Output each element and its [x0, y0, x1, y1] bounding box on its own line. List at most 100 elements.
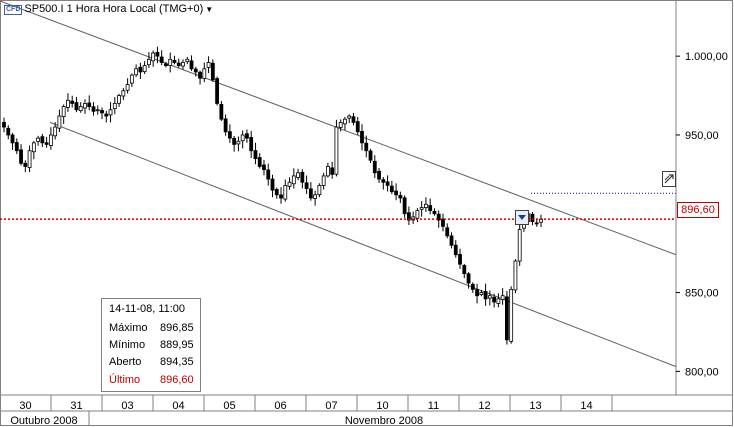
candle-body [347, 115, 352, 119]
candle-body [475, 289, 479, 297]
candle-body [44, 142, 49, 145]
candle-body [402, 197, 407, 215]
candle-body [517, 229, 522, 262]
candle-body [343, 118, 347, 125]
x-tick-label: 07 [325, 400, 337, 412]
candle-body [129, 74, 134, 84]
ohlc-datetime: 14-11-08, 11:00 [109, 303, 186, 315]
candle-body [394, 190, 398, 196]
candle-body [151, 52, 156, 62]
ohlc-info-box: 14-11-08, 11:00 Máximo 896,85 Mínimo 889,9… [101, 298, 201, 392]
candle-body [428, 205, 433, 212]
candle-body [321, 175, 326, 186]
candle-body [112, 103, 117, 110]
candle-body [202, 68, 207, 79]
candle-body [83, 103, 87, 109]
trade-marker-icon[interactable] [515, 210, 529, 225]
candle-body [424, 203, 428, 209]
candle-body [479, 292, 484, 295]
candle-body [334, 126, 339, 175]
channel-lower-line [49, 121, 677, 368]
candle-body [172, 60, 177, 63]
candle-body [10, 134, 15, 144]
candle-body [466, 273, 471, 284]
ohlc-open-row: Aberto 894,35 [109, 356, 194, 368]
candle-body [14, 142, 19, 152]
ohlc-last-row: Último 896,60 [109, 374, 194, 386]
candle-body [381, 179, 386, 183]
candle-body [193, 68, 198, 73]
candle-body [274, 189, 279, 196]
candle-body [308, 188, 313, 199]
candle-body [419, 207, 424, 210]
ohlc-max-value: 896,85 [160, 322, 194, 334]
candle-body [125, 84, 130, 91]
candle-body [360, 131, 364, 144]
chevron-down-icon[interactable]: ▼ [205, 5, 214, 14]
x-month-label: Novembro 2008 [345, 415, 423, 427]
period-label: 1 Hora [66, 3, 100, 15]
candle-body [66, 99, 70, 108]
candle-body [249, 137, 254, 152]
x-month-label: Outubro 2008 [10, 415, 77, 427]
x-tick-label: 06 [274, 400, 286, 412]
candle-body [377, 170, 381, 180]
candle-body [355, 121, 360, 133]
cfd-badge: CFD [4, 4, 23, 15]
candle-body [441, 218, 445, 227]
x-tick-label: 03 [121, 400, 133, 412]
candle-body [232, 137, 237, 145]
candle-body [372, 160, 377, 174]
candle-body [91, 106, 96, 112]
candle-body [296, 172, 300, 178]
candle-body [351, 116, 356, 123]
candle-body [283, 184, 288, 200]
candle-body [87, 102, 92, 107]
candle-body [385, 181, 390, 186]
y-tick-label: 1.000,00 [685, 51, 728, 63]
candle-body [432, 211, 437, 215]
candle-body [462, 265, 467, 275]
last-price-tag: 896,60 [677, 202, 719, 218]
candle-body [117, 95, 121, 104]
candle-body [147, 58, 151, 66]
candle-body [338, 121, 343, 128]
candle-body [291, 175, 296, 185]
instrument-name: SP500.I [24, 3, 64, 15]
candle-body [74, 102, 79, 111]
ohlc-open-value: 894,35 [160, 356, 194, 368]
x-tick-label: 13 [529, 400, 541, 412]
candle-body [389, 185, 394, 193]
x-tick-label: 05 [223, 400, 235, 412]
candle-body [78, 106, 83, 112]
candle-body [483, 291, 488, 300]
candle-body [492, 296, 497, 303]
candle-body [104, 113, 109, 117]
ohlc-max-row: Máximo 896,85 [109, 322, 194, 334]
candle-body [330, 167, 335, 175]
ohlc-max-label: Máximo [109, 322, 148, 334]
chart-title[interactable]: CFD SP500.I 1 Hora Hora Local (TMG+0) ▼ [4, 3, 213, 16]
ohlc-last-label: Último [109, 374, 141, 386]
candle-body [27, 150, 32, 168]
candle-body [142, 65, 147, 73]
x-tick-label: 31 [70, 400, 82, 412]
ohlc-min-label: Mínimo [109, 339, 146, 351]
candle-body [61, 106, 66, 117]
y-tick-label: 800,00 [685, 366, 719, 378]
candle-body [57, 115, 62, 129]
candle-body [198, 71, 202, 79]
candle-body [487, 295, 492, 299]
candle-body [155, 51, 160, 57]
plot-area[interactable] [0, 0, 677, 368]
ohlc-min-value: 889,95 [160, 339, 194, 351]
candle-body [121, 90, 126, 97]
candle-body [509, 289, 514, 342]
y-tick-label: 850,00 [685, 288, 719, 300]
candle-body [496, 298, 501, 304]
candle-body [6, 127, 11, 136]
x-tick-label: 14 [580, 400, 592, 412]
expand-icon[interactable] [662, 171, 676, 187]
candle-body [279, 194, 283, 199]
